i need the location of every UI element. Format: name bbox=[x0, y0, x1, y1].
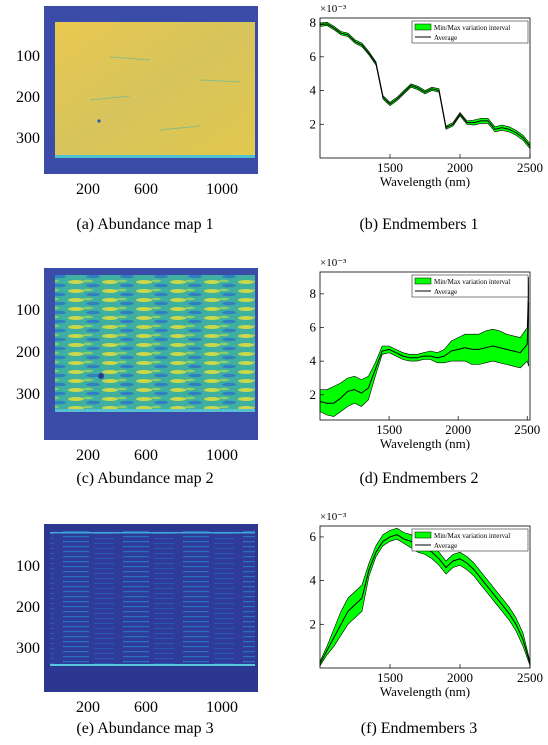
legend-label-average: Average bbox=[434, 542, 457, 550]
map-xtick-label: 1000 bbox=[206, 447, 238, 464]
legend-label-envelope: Min/Max variation interval bbox=[434, 278, 510, 286]
legend-label-average: Average bbox=[434, 288, 457, 296]
legend-label-envelope: Min/Max variation interval bbox=[434, 24, 510, 32]
x-tick-label: 2000 bbox=[447, 670, 473, 685]
map-xtick-label: 200 bbox=[76, 699, 100, 716]
caption-c: (c) Abundance map 2 bbox=[50, 470, 240, 488]
map-ytick-label: 100 bbox=[16, 558, 40, 575]
map-ytick-label: 200 bbox=[16, 599, 40, 616]
legend-swatch-envelope bbox=[415, 278, 431, 284]
caption-f: (f) Endmembers 3 bbox=[314, 720, 524, 738]
y-tick-label: 2 bbox=[310, 387, 317, 402]
spectra-charts: 1500 2000 2500 2 4 6 8 Wavelength (nm) ×10⁻³ Min/… bbox=[310, 3, 544, 699]
map-xtick-label: 600 bbox=[134, 181, 158, 198]
map-ytick-label: 200 bbox=[16, 89, 40, 106]
map-ytick-label: 100 bbox=[16, 48, 40, 65]
map-ytick-label: 300 bbox=[16, 386, 40, 403]
abundance-map-1 bbox=[44, 6, 258, 174]
x-tick-label: 1500 bbox=[377, 670, 403, 685]
x-tick-label: 1500 bbox=[377, 160, 403, 175]
legend-swatch-envelope bbox=[415, 532, 431, 538]
map-ytick-label: 200 bbox=[16, 344, 40, 361]
map-ytick-label: 300 bbox=[16, 640, 40, 657]
y-tick-label: 2 bbox=[310, 616, 317, 631]
abundance-map-2 bbox=[44, 268, 258, 440]
y-tick-label: 6 bbox=[310, 320, 317, 335]
x-axis-label: Wavelength (nm) bbox=[380, 436, 470, 451]
y-tick-label: 6 bbox=[310, 49, 317, 64]
y-tick-label: 4 bbox=[310, 573, 317, 588]
caption-b: (b) Endmembers 1 bbox=[314, 216, 524, 234]
map-xtick-label: 600 bbox=[134, 699, 158, 716]
x-tick-label: 2500 bbox=[514, 422, 540, 437]
map-xtick-label: 1000 bbox=[206, 181, 238, 198]
spectrum-chart-3: 1500 2000 2500 2 4 6 Wavelength (nm) ×10⁻³ Min/M… bbox=[310, 511, 544, 699]
x-tick-label: 2000 bbox=[447, 160, 473, 175]
x-axis-label: Wavelength (nm) bbox=[380, 174, 470, 189]
caption-d: (d) Endmembers 2 bbox=[314, 470, 524, 488]
legend-label-envelope: Min/Max variation interval bbox=[434, 532, 510, 540]
x-tick-label: 2500 bbox=[517, 670, 543, 685]
x-tick-label: 2500 bbox=[517, 160, 543, 175]
x-tick-label: 2000 bbox=[445, 422, 471, 437]
x-axis-label: Wavelength (nm) bbox=[380, 684, 470, 699]
y-tick-label: 4 bbox=[310, 83, 317, 98]
axis-exponent: ×10⁻³ bbox=[320, 257, 347, 269]
map-xtick-label: 200 bbox=[76, 447, 100, 464]
y-tick-label: 6 bbox=[310, 529, 317, 544]
spectrum-chart-1: 1500 2000 2500 2 4 6 8 Wavelength (nm) ×10⁻³ Min/… bbox=[310, 3, 544, 189]
legend-label-average: Average bbox=[434, 34, 457, 42]
axis-exponent: ×10⁻³ bbox=[320, 3, 347, 15]
spectrum-chart-2: 1500 2000 2500 2 4 6 8 Wavelength (nm) ×10⁻³ Min/… bbox=[310, 257, 541, 451]
caption-e: (e) Abundance map 3 bbox=[50, 720, 240, 738]
map-xtick-label: 200 bbox=[76, 181, 100, 198]
y-tick-label: 2 bbox=[310, 116, 317, 131]
y-tick-label: 8 bbox=[310, 286, 317, 301]
axis-exponent: ×10⁻³ bbox=[320, 511, 347, 523]
abundance-map-3 bbox=[44, 524, 258, 692]
y-tick-label: 4 bbox=[310, 353, 317, 368]
map-xtick-label: 1000 bbox=[206, 699, 238, 716]
map-ytick-label: 300 bbox=[16, 130, 40, 147]
y-tick-label: 8 bbox=[310, 15, 317, 30]
map-xtick-label: 600 bbox=[134, 447, 158, 464]
map-ytick-label: 100 bbox=[16, 302, 40, 319]
caption-a: (a) Abundance map 1 bbox=[50, 216, 240, 234]
x-tick-label: 1500 bbox=[376, 422, 402, 437]
legend-swatch-envelope bbox=[415, 24, 431, 30]
